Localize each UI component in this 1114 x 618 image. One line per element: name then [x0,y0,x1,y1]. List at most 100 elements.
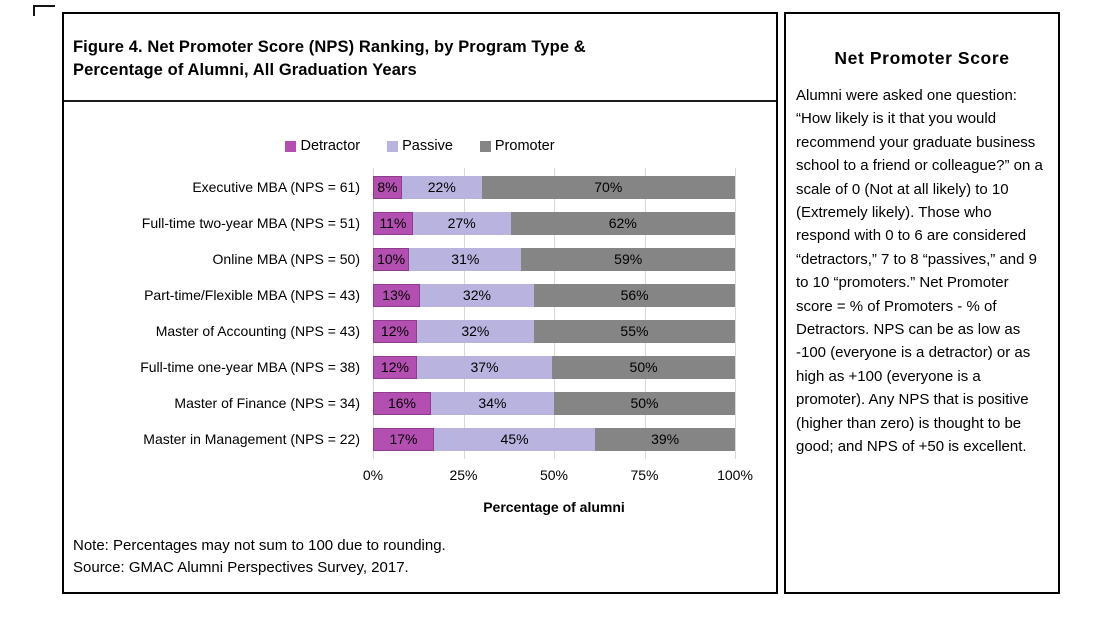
figure-title-line1: Figure 4. Net Promoter Score (NPS) Ranki… [73,38,586,56]
figure-notes: Note: Percentages may not sum to 100 due… [73,535,446,579]
bar-value-label: 34% [478,395,507,411]
bar-segment-detractor: 13% [373,283,420,307]
bar-segment-passive: 27% [412,211,511,235]
legend-swatch-promoter [479,140,491,152]
legend-item-detractor: Detractor [285,138,360,154]
bar-segment-promoter: 62% [510,211,735,235]
figure-title: Figure 4. Net Promoter Score (NPS) Ranki… [64,14,776,102]
sidebar-body: Alumni were asked one question: “How lik… [796,87,1043,456]
figure-title-line2: Percentage of Alumni, All Graduation Yea… [73,61,417,80]
bar-value-label: 59% [614,251,643,267]
screenshot-corner-artifact [33,5,55,16]
bar-value-label: 13% [382,287,411,303]
gridline-75% [644,168,646,459]
bar-value-label: 37% [470,359,499,375]
sidebar-panel: Net Promoter Score Alumni were asked one… [784,12,1060,594]
legend-label: Promoter [494,138,555,154]
bar-segment-detractor: 17% [373,427,434,451]
x-axis-tick-label: 50% [539,467,569,483]
category-label: Master of Accounting (NPS = 43) [155,323,360,339]
bar-segment-detractor: 16% [373,391,431,415]
bar-segment-passive: 32% [419,283,535,307]
x-axis-tick-label: 0% [362,467,384,483]
bar-segment-passive: 37% [416,355,553,379]
bar-rows: Executive MBA (NPS = 61) 8% 22% 70% Full-tim… [64,169,764,457]
bar-value-label: 50% [630,395,659,411]
bar-segment-passive: 45% [433,427,596,451]
category-label: Online MBA (NPS = 50) [212,251,360,267]
bar-segment-detractor: 12% [373,355,417,379]
bar-value-label: 27% [447,215,476,231]
figure-panel: Figure 4. Net Promoter Score (NPS) Ranki… [62,12,778,594]
bar-value-label: 62% [608,215,637,231]
bar-value-label: 39% [651,431,680,447]
bar-track: 17% 45% 39% [373,427,735,451]
bar-value-label: 12% [380,359,409,375]
sidebar-title: Net Promoter Score [834,48,1010,68]
legend-item-passive: Passive [387,138,453,154]
category-label: Full-time one-year MBA (NPS = 38) [140,359,360,375]
category-label: Master of Finance (NPS = 34) [174,395,360,411]
bar-row: Master of Accounting (NPS = 43) 12% 32% 55% [64,313,764,349]
gridline-25% [463,168,465,459]
bar-value-label: 8% [377,179,398,195]
bar-value-label: 50% [629,359,658,375]
bar-segment-promoter: 50% [553,391,735,415]
x-axis-ticks: 0% 25% 50% 75% 100% [363,467,753,485]
bar-row: Full-time one-year MBA (NPS = 38) 12% 37% 5… [64,349,764,385]
bar-segment-promoter: 55% [533,319,735,343]
bar-segment-promoter: 39% [595,427,735,451]
category-label: Executive MBA (NPS = 61) [192,179,360,195]
gridline-50% [554,168,555,459]
bar-segment-promoter: 50% [552,355,735,379]
bar-segment-passive: 22% [401,175,482,199]
bar-value-label: 32% [461,323,490,339]
legend-label: Passive [402,138,453,154]
category-label: Full-time two-year MBA (NPS = 51) [141,215,360,231]
bar-segment-promoter: 56% [534,283,735,307]
legend-label: Detractor [300,138,361,154]
bar-track: 16% 34% 50% [373,391,735,415]
bar-track: 10% 31% 59% [373,247,735,271]
bar-value-label: 55% [620,323,649,339]
note-text: Note: Percentages may not sum to 100 due… [73,537,446,554]
gridline-0% [373,168,374,459]
bar-value-label: 17% [389,431,418,447]
bar-value-label: 31% [451,251,480,267]
bar-segment-promoter: 59% [521,247,735,271]
chart-legend: Detractor Passive Promoter [64,138,776,154]
bar-value-label: 56% [620,287,649,303]
bar-segment-passive: 31% [409,247,522,271]
legend-item-promoter: Promoter [479,138,555,154]
plot-area [373,168,736,459]
legend-swatch-detractor [285,140,297,152]
bar-segment-detractor: 11% [373,211,413,235]
bar-row: Online MBA (NPS = 50) 10% 31% 59% [64,241,764,277]
x-axis-tick-label: 100% [717,467,753,483]
bar-segment-passive: 32% [416,319,534,343]
legend-swatch-passive [387,140,399,152]
bar-segment-detractor: 12% [373,319,417,343]
bar-track: 12% 32% 55% [373,319,735,343]
bar-track: 8% 22% 70% [373,175,735,199]
bar-row: Master in Management (NPS = 22) 17% 45% 39% [64,421,764,457]
bar-row: Full-time two-year MBA (NPS = 51) 11% 27% 6… [64,205,764,241]
bar-row: Executive MBA (NPS = 61) 8% 22% 70% [64,169,764,205]
bar-segment-detractor: 10% [373,247,410,271]
bar-value-label: 16% [387,395,416,411]
bar-segment-passive: 34% [430,391,554,415]
bar-value-label: 11% [379,215,407,231]
bar-value-label: 45% [500,431,529,447]
bar-value-label: 70% [594,179,623,195]
bar-value-label: 10% [377,251,406,267]
bar-value-label: 22% [427,179,456,195]
bar-row: Part-time/Flexible MBA (NPS = 43) 13% 32% 5… [64,277,764,313]
gridline-100% [735,168,736,459]
x-axis-tick-label: 75% [630,467,659,483]
x-axis-title: Percentage of alumni [483,499,625,515]
source-text: Source: GMAC Alumni Perspectives Survey,… [73,559,409,576]
bar-value-label: 32% [462,287,491,303]
bar-track: 12% 37% 50% [373,355,735,379]
bar-segment-detractor: 8% [373,175,402,199]
bar-track: 13% 32% 56% [373,283,735,307]
